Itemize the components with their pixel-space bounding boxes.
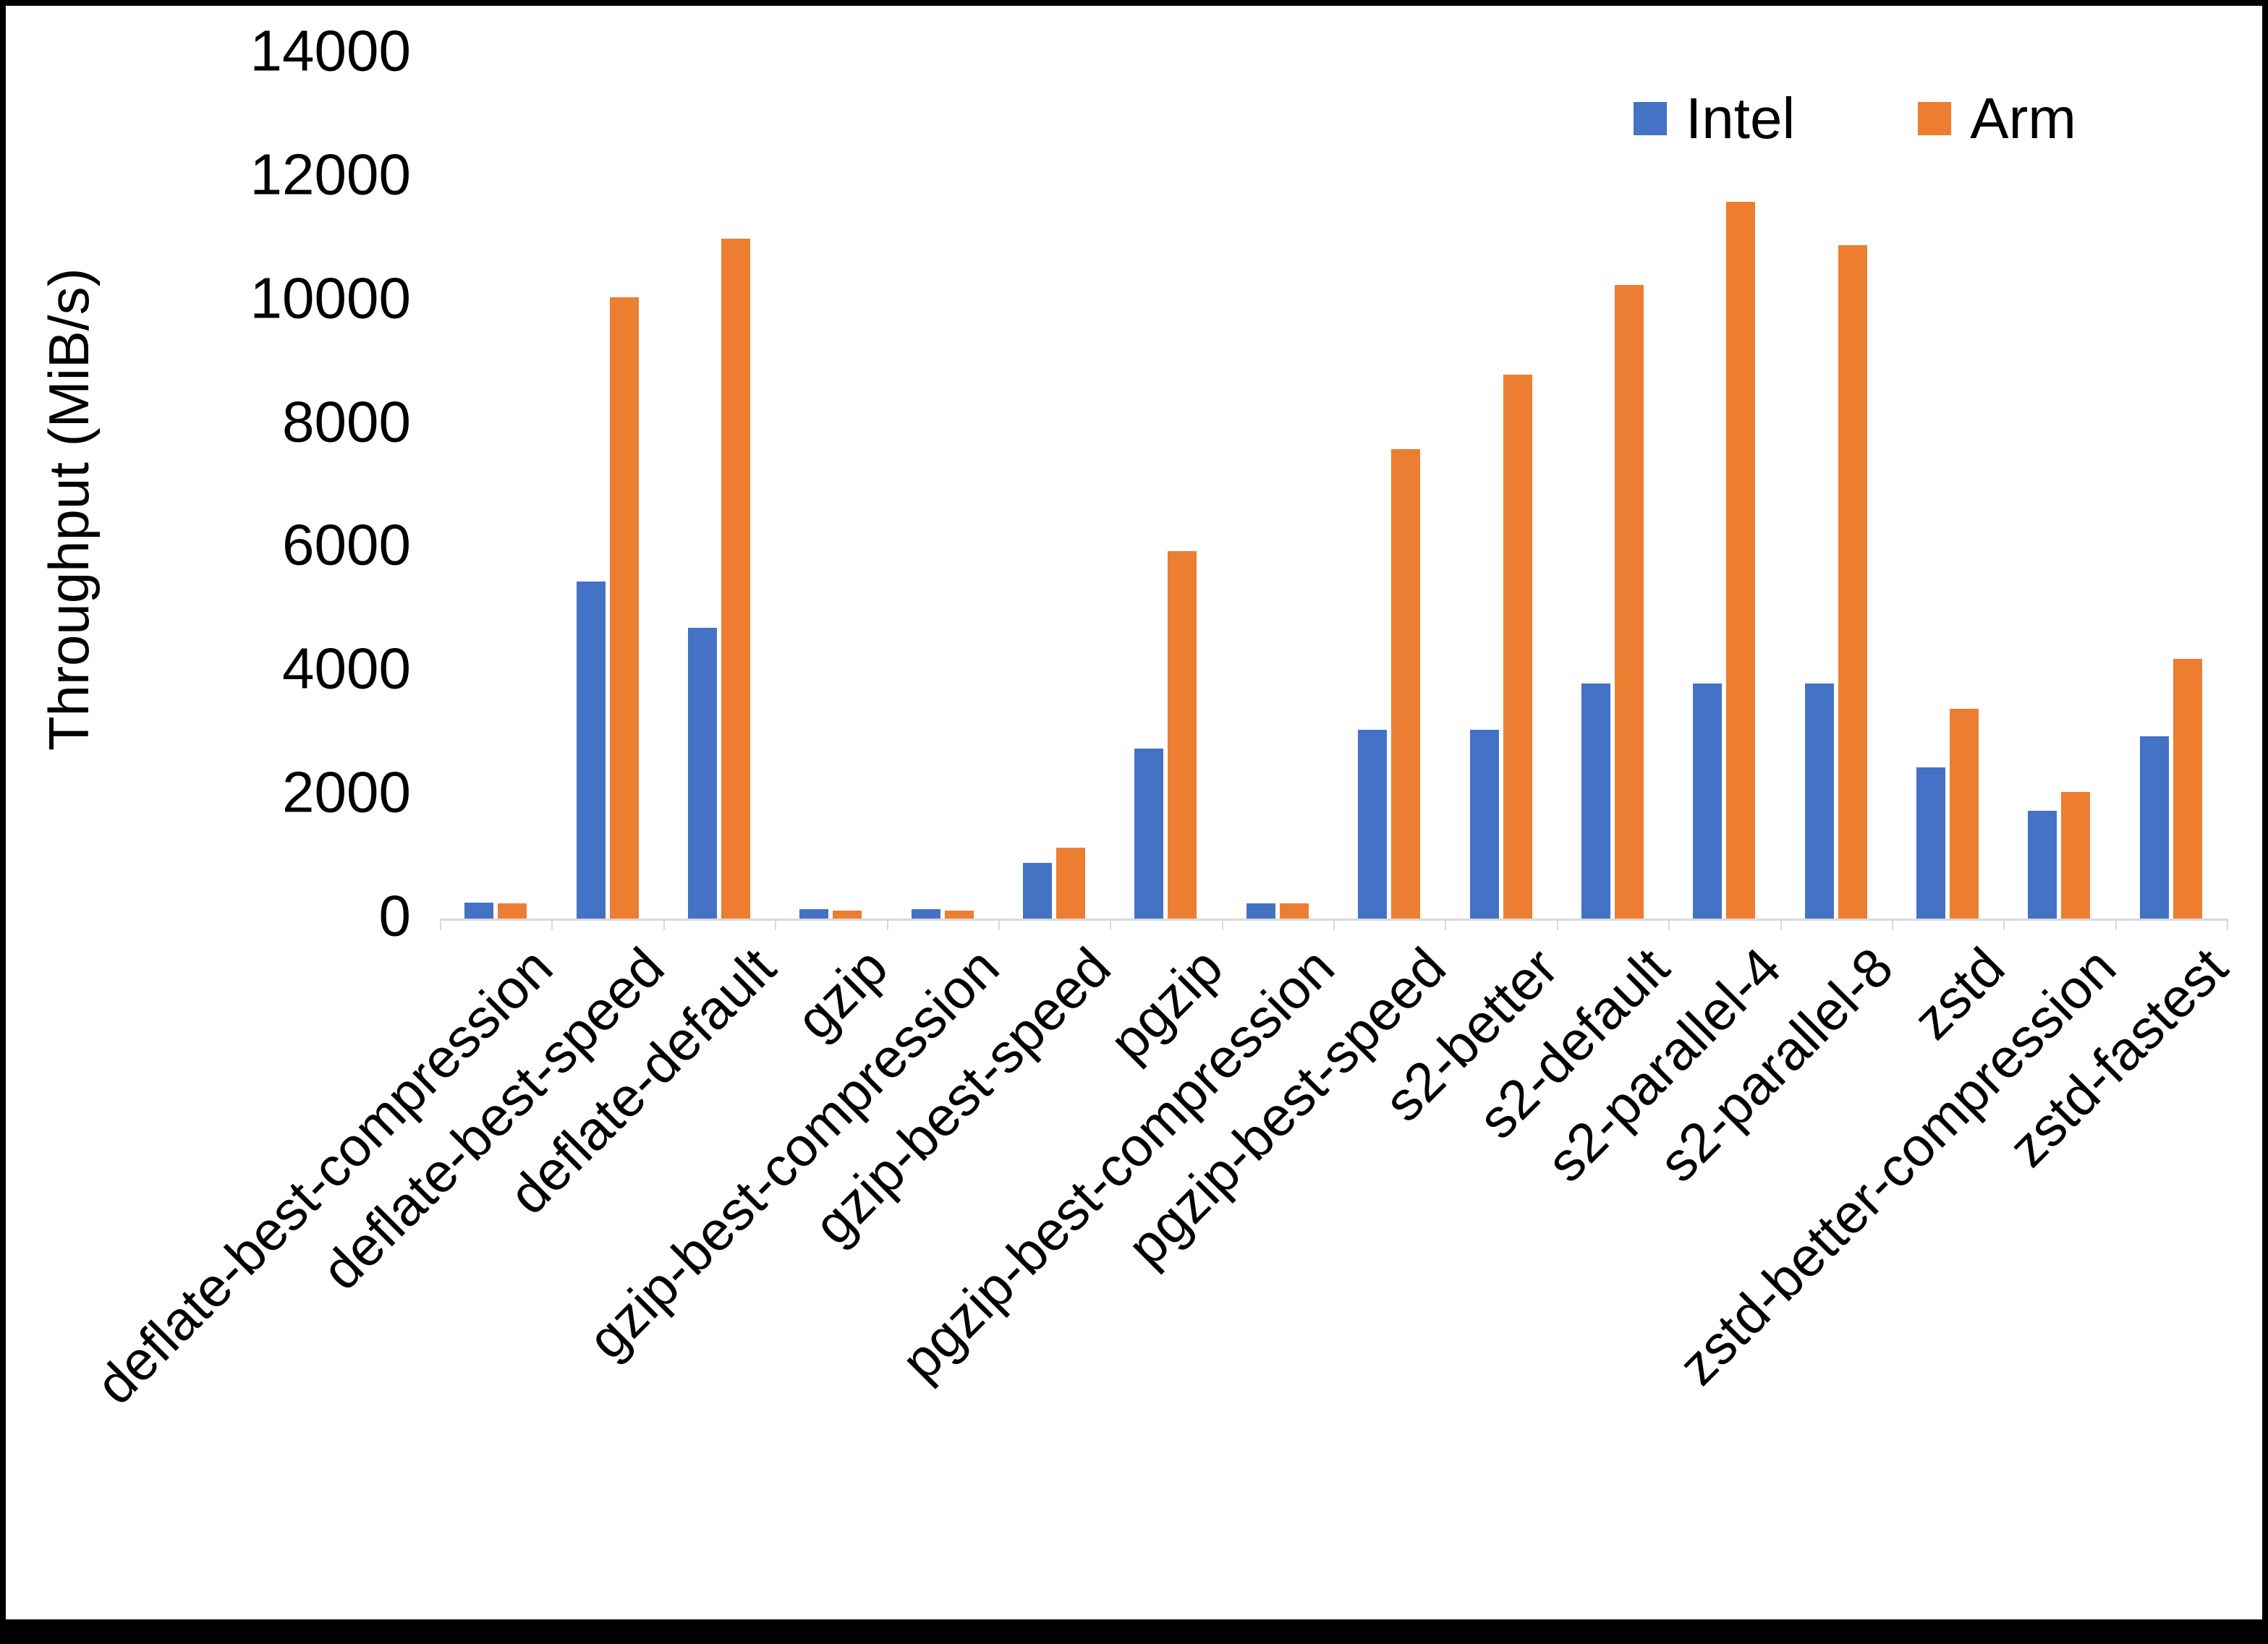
y-tick-label: 6000 bbox=[282, 512, 411, 577]
y-tick-label: 0 bbox=[378, 883, 412, 948]
bar-intel-gzip-best-compression bbox=[911, 909, 940, 919]
legend-swatch-intel bbox=[1634, 102, 1667, 135]
bar-arm-zstd-better-compression bbox=[2061, 791, 2091, 919]
bar-arm-pgzip-best-compression bbox=[1279, 903, 1309, 919]
bar-arm-zstd bbox=[1950, 708, 1979, 919]
x-axis-tick bbox=[886, 919, 888, 930]
y-tick-label: 8000 bbox=[282, 388, 411, 453]
bar-arm-s2-parallel-4 bbox=[1726, 202, 1756, 919]
x-axis-tick bbox=[2227, 919, 2228, 930]
x-axis-tick bbox=[1556, 919, 1558, 930]
y-axis-title: Throughput (MiB/s) bbox=[37, 268, 101, 751]
legend-item-intel: Intel bbox=[1634, 85, 1795, 152]
bar-intel-s2-default bbox=[1581, 683, 1610, 919]
x-axis-tick bbox=[1221, 919, 1223, 930]
bar-arm-gzip-best-compression bbox=[944, 910, 974, 919]
x-axis-tick bbox=[1780, 919, 1782, 930]
x-axis-tick bbox=[663, 919, 665, 930]
legend-item-arm: Arm bbox=[1918, 85, 2076, 152]
x-axis-tick bbox=[440, 919, 441, 930]
bar-intel-pgzip-best-compression bbox=[1246, 903, 1275, 919]
legend-label: Intel bbox=[1686, 86, 1796, 150]
bar-arm-deflate-best-speed bbox=[609, 297, 639, 919]
bar-arm-s2-better bbox=[1503, 375, 1532, 919]
bar-intel-pgzip-best-speed bbox=[1358, 730, 1388, 919]
bar-arm-gzip bbox=[833, 910, 862, 919]
x-axis-tick bbox=[2115, 919, 2117, 930]
x-axis-tick bbox=[551, 919, 553, 930]
bar-intel-zstd bbox=[1916, 767, 1946, 919]
y-tick-label: 14000 bbox=[250, 18, 411, 83]
x-axis-tick bbox=[1891, 919, 1893, 930]
y-tick-label: 10000 bbox=[250, 265, 411, 331]
bar-arm-s2-parallel-8 bbox=[1838, 244, 1867, 919]
x-axis-tick bbox=[1445, 919, 1447, 930]
bar-intel-pgzip bbox=[1134, 749, 1164, 919]
y-tick-label: 2000 bbox=[282, 759, 411, 825]
legend-label: Arm bbox=[1970, 86, 2076, 150]
legend: Intel Arm bbox=[1634, 85, 2076, 152]
bar-arm-zstd-fastest bbox=[2173, 659, 2202, 919]
bar-intel-s2-parallel-8 bbox=[1804, 683, 1834, 919]
bar-intel-s2-parallel-4 bbox=[1693, 683, 1723, 919]
bar-intel-s2-better bbox=[1469, 730, 1499, 919]
x-axis-tick bbox=[998, 919, 1000, 930]
legend-swatch-arm bbox=[1918, 102, 1952, 135]
y-tick-label: 12000 bbox=[250, 142, 411, 207]
bar-intel-gzip-best-speed bbox=[1023, 863, 1053, 919]
x-tick-label-deflate-best-compression: deflate-best-compression bbox=[84, 936, 564, 1417]
bar-arm-s2-default bbox=[1614, 285, 1644, 919]
x-axis-tick bbox=[1668, 919, 1670, 930]
bar-arm-deflate-default bbox=[721, 239, 750, 919]
bar-intel-gzip bbox=[799, 909, 829, 919]
bar-arm-deflate-best-compression bbox=[498, 903, 527, 919]
x-axis-tick bbox=[1110, 919, 1112, 930]
x-axis-tick bbox=[2003, 919, 2005, 930]
bar-intel-deflate-default bbox=[687, 628, 717, 919]
bar-intel-deflate-best-compression bbox=[464, 902, 494, 919]
bar-intel-zstd-fastest bbox=[2139, 736, 2169, 919]
y-tick-label: 4000 bbox=[282, 636, 411, 701]
bar-intel-zstd-better-compression bbox=[2028, 810, 2057, 919]
bar-arm-pgzip bbox=[1168, 550, 1197, 919]
x-axis-tick bbox=[1333, 919, 1335, 930]
x-axis-tick bbox=[775, 919, 777, 930]
bar-arm-gzip-best-speed bbox=[1056, 847, 1086, 919]
bar-arm-pgzip-best-speed bbox=[1391, 448, 1421, 919]
bar-intel-deflate-best-speed bbox=[576, 582, 606, 919]
